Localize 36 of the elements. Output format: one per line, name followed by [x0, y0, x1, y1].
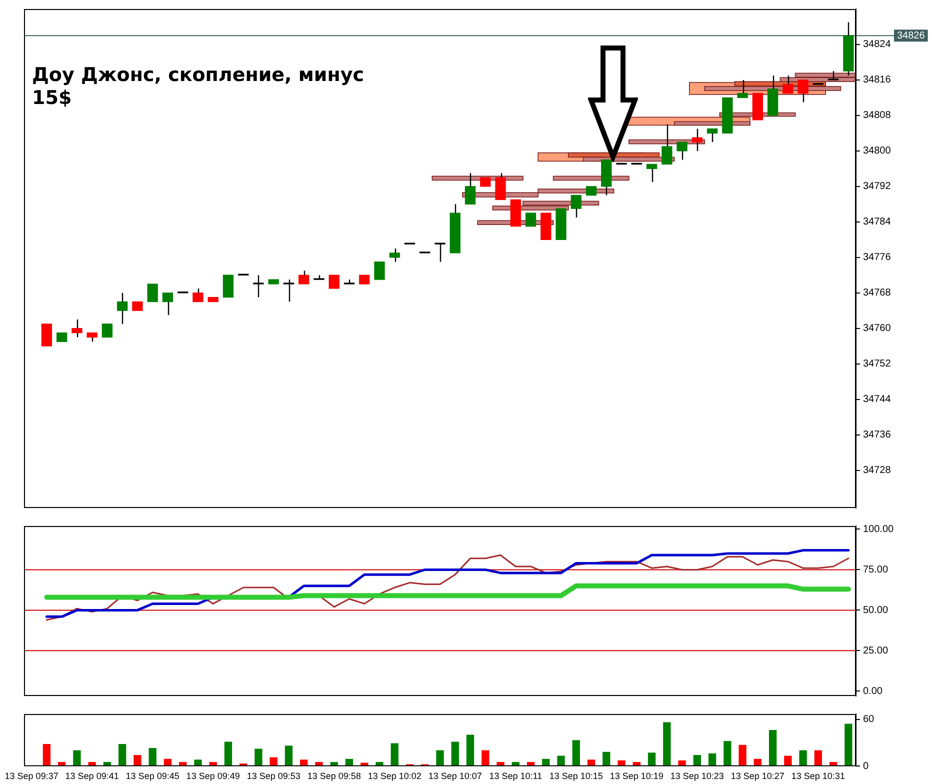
y-tick-label: 60: [863, 714, 875, 726]
x-tick-label: 13 Sep 10:31: [791, 771, 845, 782]
y-tick-label: 34752: [863, 358, 892, 370]
x-tick-label: 13 Sep 10:27: [730, 771, 784, 782]
x-tick-label: 13 Sep 09:49: [186, 771, 240, 782]
y-tick-label: 34736: [863, 430, 892, 441]
y-tick-label: 0: [863, 760, 869, 772]
y-tick-label: 0.00: [863, 686, 883, 697]
y-tick-label: 34744: [863, 394, 892, 406]
ref-line-label: 34826: [897, 30, 926, 42]
y-tick-label: 75.00: [863, 564, 888, 576]
x-tick-label: 13 Sep 10:15: [549, 771, 603, 782]
x-tick-label: 13 Sep 10:23: [670, 771, 724, 782]
x-tick-label: 13 Sep 10:02: [368, 771, 422, 782]
x-tick-label: 13 Sep 10:11: [489, 771, 542, 782]
y-tick-label: 34792: [863, 181, 892, 192]
x-tick-label: 13 Sep 10:19: [610, 771, 664, 782]
y-tick-label: 34808: [863, 110, 892, 122]
x-tick-label: 13 Sep 10:07: [428, 771, 482, 782]
y-tick-label: 100.00: [863, 524, 894, 535]
x-tick-label: 13 Sep 09:58: [307, 771, 361, 782]
y-tick-label: 34728: [863, 465, 892, 476]
y-tick-label: 34768: [863, 288, 892, 299]
y-tick-label: 34816: [863, 74, 892, 86]
text: Доу Джонс, скопление, минус 15$: [32, 64, 365, 110]
y-tick-label: 34776: [863, 252, 892, 264]
x-tick-label: 13 Sep 09:53: [246, 771, 300, 782]
x-tick-label: 13 Sep 09:37: [4, 771, 58, 782]
y-tick-label: 34824: [863, 39, 892, 50]
x-tick-label: 13 Sep 09:45: [126, 771, 180, 782]
y-tick-label: 25.00: [863, 645, 888, 656]
y-tick-label: 50.00: [863, 604, 888, 616]
y-tick-label: 34760: [863, 323, 892, 334]
x-tick-label: 13 Sep 09:41: [65, 771, 119, 782]
y-tick-label: 34784: [863, 216, 892, 228]
y-tick-label: 34800: [863, 146, 892, 157]
